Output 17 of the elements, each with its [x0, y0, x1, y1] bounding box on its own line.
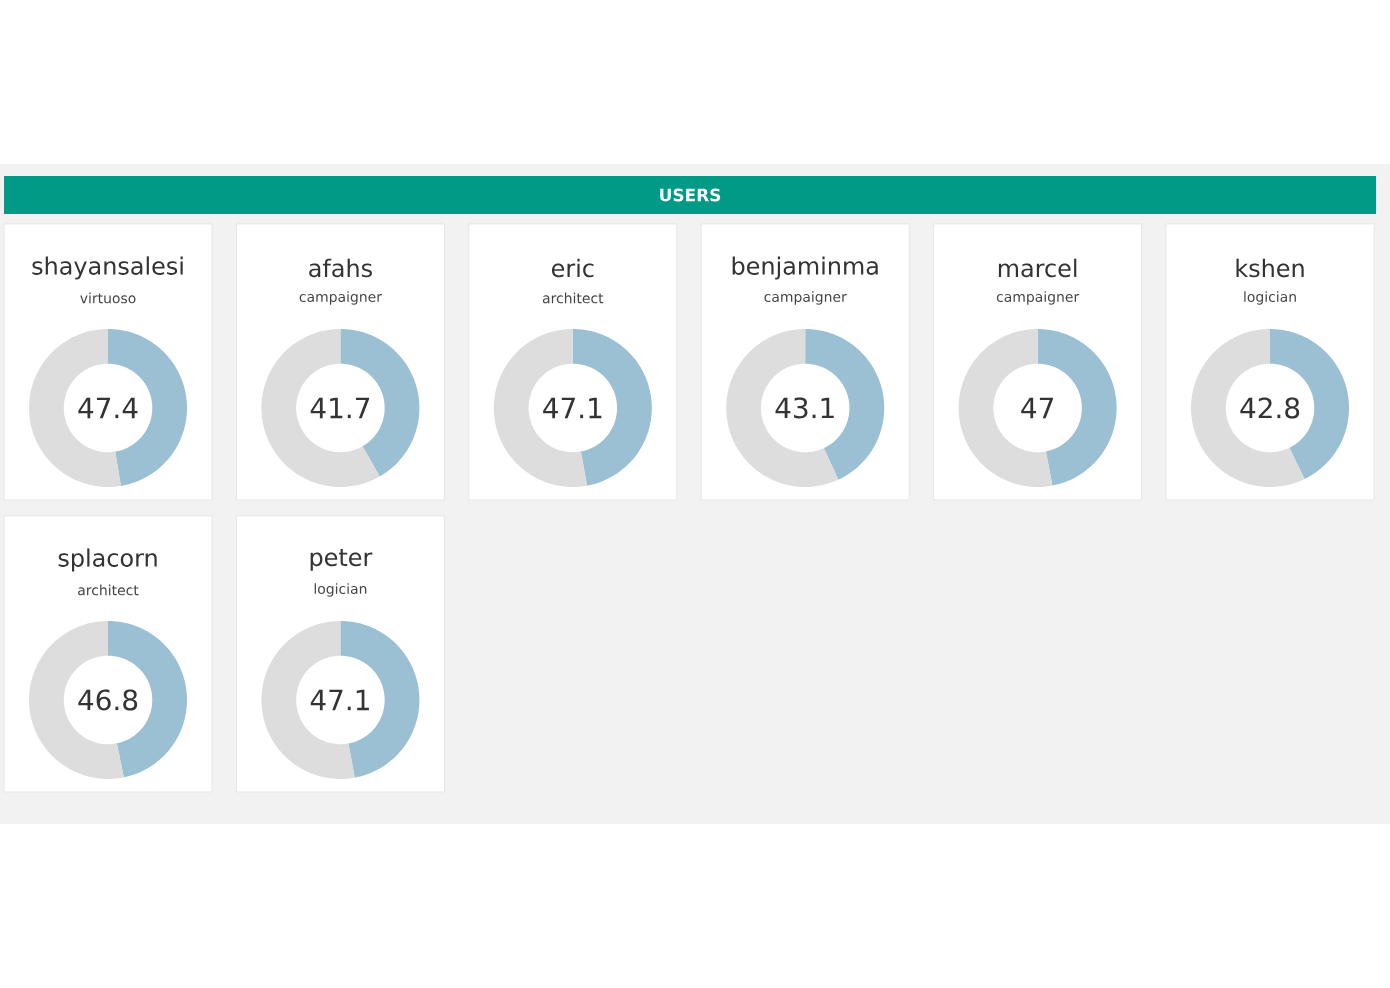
- text: 43.1: [775, 397, 834, 419]
- text: 47.4: [78, 397, 138, 419]
- chart-title: shayansalesi: [32, 256, 183, 280]
- text: 41.7: [310, 397, 370, 419]
- text: 42.8: [1240, 397, 1300, 419]
- text: 46.8: [78, 689, 138, 711]
- chart-title: kshen: [1236, 258, 1304, 278]
- text: USERS: [660, 188, 721, 202]
- text: 47.1: [543, 397, 602, 419]
- chart-title: afahs: [309, 258, 372, 278]
- chart-title: eric: [551, 258, 594, 278]
- text: 47.1: [310, 689, 369, 711]
- chart-title: marcel: [998, 258, 1077, 278]
- text: 47: [1021, 397, 1053, 419]
- chart-title: splacorn: [58, 548, 157, 572]
- chart-title: peter: [310, 549, 373, 571]
- chart-title: benjaminma: [732, 256, 878, 280]
